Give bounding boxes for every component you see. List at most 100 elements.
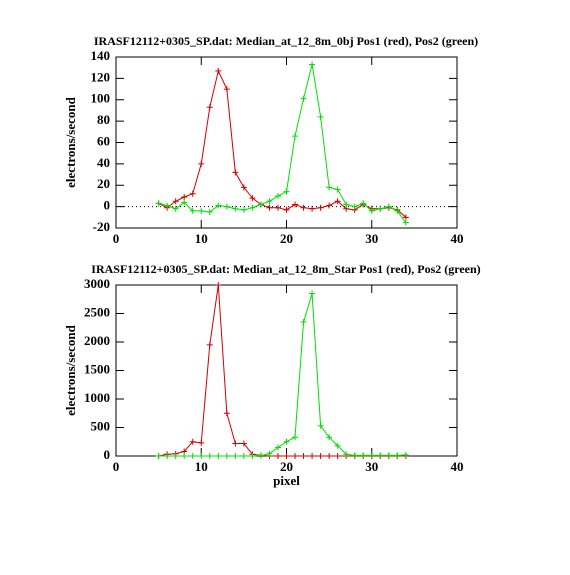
point-marker — [274, 192, 281, 199]
x-tick-label: 40 — [451, 459, 464, 474]
x-tick-label: 20 — [280, 459, 293, 474]
point-marker — [206, 208, 213, 215]
point-marker — [223, 203, 230, 210]
point-marker — [240, 184, 247, 191]
point-marker — [198, 439, 205, 446]
y-tick-label: 0 — [104, 447, 111, 462]
point-marker — [385, 452, 392, 459]
point-marker — [317, 453, 324, 459]
point-marker — [377, 452, 384, 459]
point-marker — [360, 200, 367, 207]
point-marker — [309, 61, 316, 68]
point-marker — [402, 214, 409, 221]
y-tick-label: 60 — [97, 133, 110, 148]
point-marker — [215, 453, 222, 459]
x-tick-label: 30 — [365, 231, 378, 246]
point-marker — [223, 410, 230, 417]
y-tick-label: 500 — [91, 418, 111, 433]
point-marker — [292, 453, 299, 459]
point-marker — [155, 200, 162, 207]
point-marker — [394, 452, 401, 459]
point-marker — [215, 282, 222, 288]
point-marker — [198, 453, 205, 459]
point-marker — [368, 207, 375, 214]
x-tick-label: 10 — [195, 231, 208, 246]
point-marker — [249, 204, 256, 211]
point-marker — [215, 67, 222, 74]
point-marker — [198, 160, 205, 167]
point-marker — [317, 113, 324, 120]
point-marker — [402, 451, 409, 458]
point-marker — [309, 205, 316, 212]
y-tick-label: 20 — [97, 176, 110, 191]
point-marker — [334, 442, 341, 449]
chart-title: IRASF12112+0305_SP.dat: Median_at_12_8m_… — [94, 34, 478, 48]
point-marker — [206, 104, 213, 111]
point-marker — [172, 205, 179, 212]
point-marker — [317, 422, 324, 429]
point-marker — [283, 188, 290, 195]
y-tick-label: 2500 — [84, 304, 110, 319]
point-marker — [181, 199, 188, 206]
y-axis-label: electrons/second — [63, 96, 78, 188]
point-marker — [206, 453, 213, 459]
x-tick-label: 20 — [280, 231, 293, 246]
point-marker — [257, 201, 264, 208]
x-tick-label: 40 — [451, 231, 464, 246]
point-marker — [385, 203, 392, 210]
x-axis-label: pixel — [273, 473, 300, 488]
point-marker — [326, 453, 333, 459]
point-marker — [343, 201, 350, 208]
point-marker — [274, 453, 281, 459]
point-marker — [394, 207, 401, 214]
point-marker — [309, 290, 316, 297]
point-marker — [292, 133, 299, 140]
point-marker — [274, 204, 281, 211]
y-tick-label: 140 — [91, 48, 111, 63]
point-marker — [377, 205, 384, 212]
point-marker — [172, 453, 179, 459]
point-marker — [334, 186, 341, 193]
point-marker — [343, 451, 350, 458]
point-marker — [181, 453, 188, 459]
series-line — [158, 284, 406, 457]
point-marker — [189, 190, 196, 197]
point-marker — [300, 204, 307, 211]
point-marker — [249, 453, 256, 459]
x-tick-label: 30 — [365, 459, 378, 474]
point-marker — [274, 444, 281, 451]
series-line — [158, 69, 407, 218]
point-marker — [189, 453, 196, 459]
point-marker — [283, 453, 290, 459]
y-tick-label: 1000 — [84, 390, 110, 405]
y-tick-label: 80 — [97, 112, 110, 127]
point-marker — [326, 202, 333, 209]
point-marker — [223, 453, 230, 459]
point-marker — [189, 207, 196, 214]
y-tick-label: 120 — [91, 69, 111, 84]
y-tick-label: 1500 — [84, 361, 110, 376]
series-line — [158, 293, 406, 457]
point-marker — [206, 341, 213, 348]
point-marker — [240, 453, 247, 459]
x-tick-label: 0 — [113, 459, 120, 474]
point-marker — [232, 169, 239, 176]
point-marker — [351, 203, 358, 210]
point-marker — [164, 202, 171, 209]
point-marker — [266, 198, 273, 205]
y-tick-label: 100 — [91, 91, 111, 106]
point-marker — [317, 204, 324, 211]
point-marker — [232, 453, 239, 459]
point-marker — [240, 440, 247, 447]
point-marker — [266, 204, 273, 211]
point-marker — [309, 453, 316, 459]
point-marker — [240, 206, 247, 213]
point-marker — [249, 195, 256, 202]
y-tick-label: -20 — [93, 219, 110, 234]
point-marker — [360, 452, 367, 459]
point-marker — [198, 207, 205, 214]
point-marker — [266, 450, 273, 457]
point-marker — [215, 202, 222, 209]
point-marker — [300, 319, 307, 326]
